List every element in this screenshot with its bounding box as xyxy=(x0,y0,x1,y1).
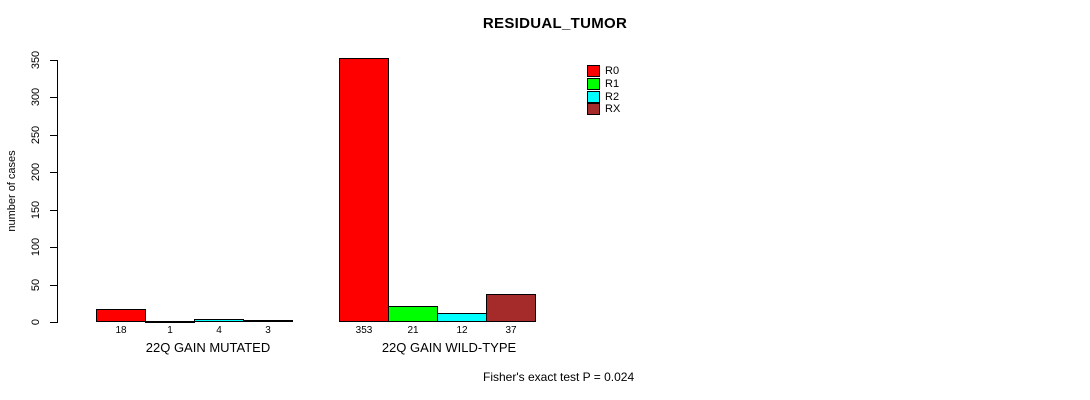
y-axis-tick-label: 100 xyxy=(30,237,42,257)
y-axis-tick xyxy=(50,172,57,173)
y-axis-title: number of cases xyxy=(6,150,18,232)
legend-swatch-rx xyxy=(587,103,600,116)
bar-value-label: 12 xyxy=(456,325,468,336)
y-axis-tick xyxy=(50,247,57,248)
group-label: 22Q GAIN MUTATED xyxy=(145,340,271,355)
bar-r1-group1 xyxy=(145,321,195,323)
bar-rx-group2 xyxy=(486,294,536,322)
legend-item-r1: R1 xyxy=(587,77,620,90)
y-axis-tick xyxy=(50,210,57,211)
y-axis-tick xyxy=(50,97,57,98)
bar-value-label: 37 xyxy=(505,325,517,336)
legend-swatch-r1 xyxy=(587,77,600,90)
legend-item-r0: R0 xyxy=(587,65,620,77)
y-axis-tick xyxy=(50,322,57,323)
bar-value-label: 3 xyxy=(265,325,271,336)
legend-item-rx: RX xyxy=(587,103,621,116)
y-axis-line xyxy=(57,60,58,323)
y-axis-tick-label: 50 xyxy=(30,278,42,292)
y-axis-tick-label: 250 xyxy=(30,125,42,145)
bar-r0-group2 xyxy=(339,58,389,322)
bar-value-label: 21 xyxy=(407,325,419,336)
y-axis-tick-label: 0 xyxy=(30,318,42,326)
bar-r0-group1 xyxy=(96,309,146,322)
legend-label: R0 xyxy=(605,65,620,77)
bar-value-label: 18 xyxy=(115,325,127,336)
y-axis-tick xyxy=(50,285,57,286)
bar-rx-group1 xyxy=(243,320,293,322)
y-axis-tick xyxy=(50,60,57,61)
legend-label: R1 xyxy=(605,77,620,90)
chart-title: RESIDUAL_TUMOR xyxy=(482,15,628,32)
y-axis-tick-label: 150 xyxy=(30,200,42,220)
legend-label: R2 xyxy=(605,90,620,103)
bar-r2-group1 xyxy=(194,319,244,322)
bar-value-label: 1 xyxy=(167,325,173,336)
legend: R0 R1 R2 RX xyxy=(587,65,620,116)
bar-r1-group2 xyxy=(388,306,438,322)
bar-r2-group2 xyxy=(437,313,487,322)
y-axis-tick xyxy=(50,135,57,136)
group-label: 22Q GAIN WILD-TYPE xyxy=(381,340,517,355)
legend-item-r2: R2 xyxy=(587,90,620,103)
y-axis-tick-label: 350 xyxy=(30,50,42,70)
y-axis-tick-label: 200 xyxy=(30,162,42,182)
legend-label: RX xyxy=(605,103,621,116)
statistical-test-note: Fisher's exact test P = 0.024 xyxy=(483,370,635,384)
bar-value-label: 4 xyxy=(216,325,222,336)
y-axis-tick-label: 300 xyxy=(30,87,42,107)
legend-swatch-r2 xyxy=(587,90,600,103)
bar-value-label: 353 xyxy=(355,325,373,336)
legend-swatch-r0 xyxy=(587,65,600,77)
